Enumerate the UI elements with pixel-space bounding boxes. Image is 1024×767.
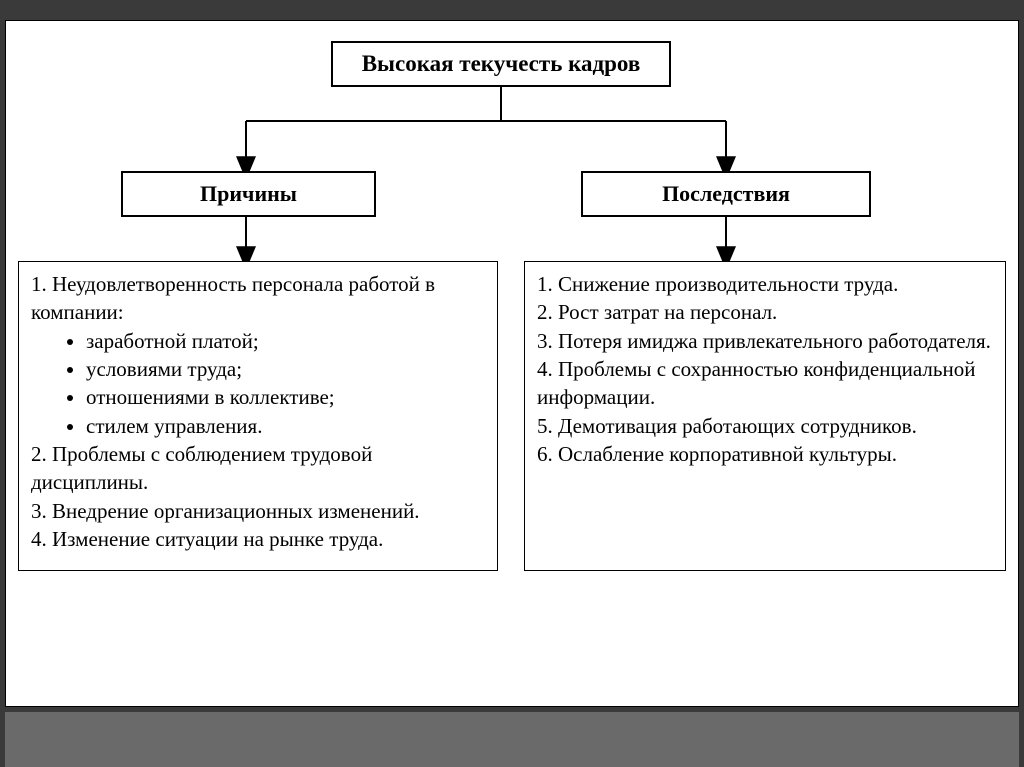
title-text: Высокая текучесть кадров xyxy=(362,51,641,77)
list-item: 4. Изменение ситуации на рынке труда. xyxy=(31,525,485,553)
list-item: 1. Снижение производительности труда. xyxy=(537,270,993,298)
content-box-consequences: 1. Снижение производительности труда.2. … xyxy=(524,261,1006,571)
bullet-item: отношениями в коллективе; xyxy=(86,383,485,411)
diagram-page: Высокая текучесть кадров Причины Последс… xyxy=(5,20,1019,707)
branch-box-causes: Причины xyxy=(121,171,376,217)
list-item: 2. Проблемы с соблюдением трудовой дисци… xyxy=(31,440,485,497)
list-item: 4. Проблемы с сохранностью конфиденциаль… xyxy=(537,355,993,412)
bullet-item: стилем управления. xyxy=(86,412,485,440)
list-item: 1. Неудовлетворенность персонала работой… xyxy=(31,270,485,327)
bullet-item: заработной платой; xyxy=(86,327,485,355)
branch-label-consequences: Последствия xyxy=(662,181,790,207)
branch-label-causes: Причины xyxy=(200,181,297,207)
content-box-causes: 1. Неудовлетворенность персонала работой… xyxy=(18,261,498,571)
footer-bar xyxy=(5,712,1019,767)
bullet-item: условиями труда; xyxy=(86,355,485,383)
branch-box-consequences: Последствия xyxy=(581,171,871,217)
title-box: Высокая текучесть кадров xyxy=(331,41,671,87)
list-item: 3. Внедрение организационных изменений. xyxy=(31,497,485,525)
list-item: 5. Демотивация работающих сотрудников. xyxy=(537,412,993,440)
list-item: 6. Ослабление корпоративной культуры. xyxy=(537,440,993,468)
list-item: 2. Рост затрат на персонал. xyxy=(537,298,993,326)
list-item: 3. Потеря имиджа привлекательного работо… xyxy=(537,327,993,355)
